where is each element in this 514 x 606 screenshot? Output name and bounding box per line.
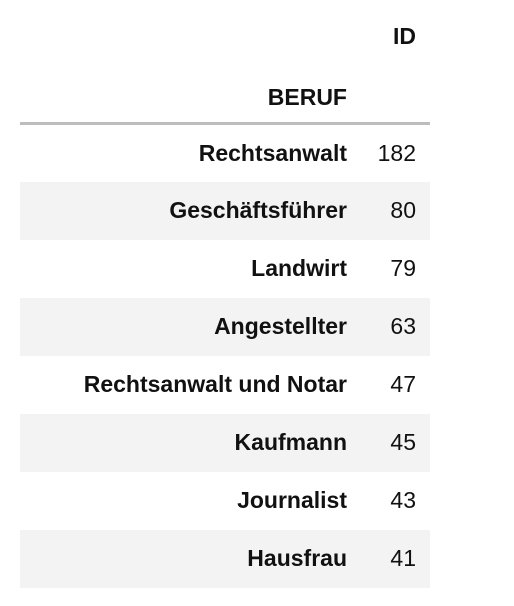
blank-index-value-cell bbox=[359, 72, 430, 125]
column-header-id: ID bbox=[393, 22, 416, 49]
table-row: Journalist 43 bbox=[20, 472, 430, 530]
table-header: ID BERUF bbox=[20, 0, 430, 125]
table-row: Angestellter 63 bbox=[20, 297, 430, 356]
row-value-cell: 79 bbox=[390, 255, 416, 281]
index-name-row: BERUF bbox=[20, 72, 430, 125]
table-row: Rechtsanwalt und Notar 47 bbox=[20, 356, 430, 414]
row-label-cell: Landwirt bbox=[251, 255, 347, 281]
table-row: Hausfrau 41 bbox=[20, 529, 430, 588]
row-value-cell: 47 bbox=[390, 371, 416, 397]
index-name-header: BERUF bbox=[20, 72, 359, 125]
table-row: Rechtsanwalt 182 bbox=[20, 124, 430, 182]
table-row: Kaufmann 45 bbox=[20, 413, 430, 472]
column-header-row: ID bbox=[20, 0, 430, 72]
row-label-cell: Geschäftsführer bbox=[169, 197, 347, 223]
table-row: Landwirt 79 bbox=[20, 240, 430, 298]
row-label-cell: Angestellter bbox=[214, 313, 347, 339]
row-label-cell: Hausfrau bbox=[247, 545, 347, 571]
row-label-cell: Journalist bbox=[237, 487, 347, 513]
row-value-cell: 182 bbox=[377, 139, 416, 166]
row-label-cell: Kaufmann bbox=[234, 429, 347, 455]
row-value-cell: 43 bbox=[390, 487, 416, 513]
row-value-cell: 80 bbox=[390, 197, 416, 223]
row-value-cell: 41 bbox=[390, 545, 416, 571]
blank-header-cell bbox=[20, 0, 359, 72]
row-label-cell: Rechtsanwalt und Notar bbox=[83, 371, 347, 397]
row-value-cell: 45 bbox=[390, 429, 416, 455]
dataframe-table-container: ID BERUF Rechtsanwalt 182 Geschäftsführe… bbox=[20, 0, 430, 588]
row-label-cell: Rechtsanwalt bbox=[198, 139, 347, 166]
table-row: Geschäftsführer 80 bbox=[20, 181, 430, 240]
dataframe-table: ID BERUF Rechtsanwalt 182 Geschäftsführe… bbox=[20, 0, 430, 588]
table-body: Rechtsanwalt 182 Geschäftsführer 80 Land… bbox=[20, 124, 430, 588]
row-value-cell: 63 bbox=[390, 313, 416, 339]
